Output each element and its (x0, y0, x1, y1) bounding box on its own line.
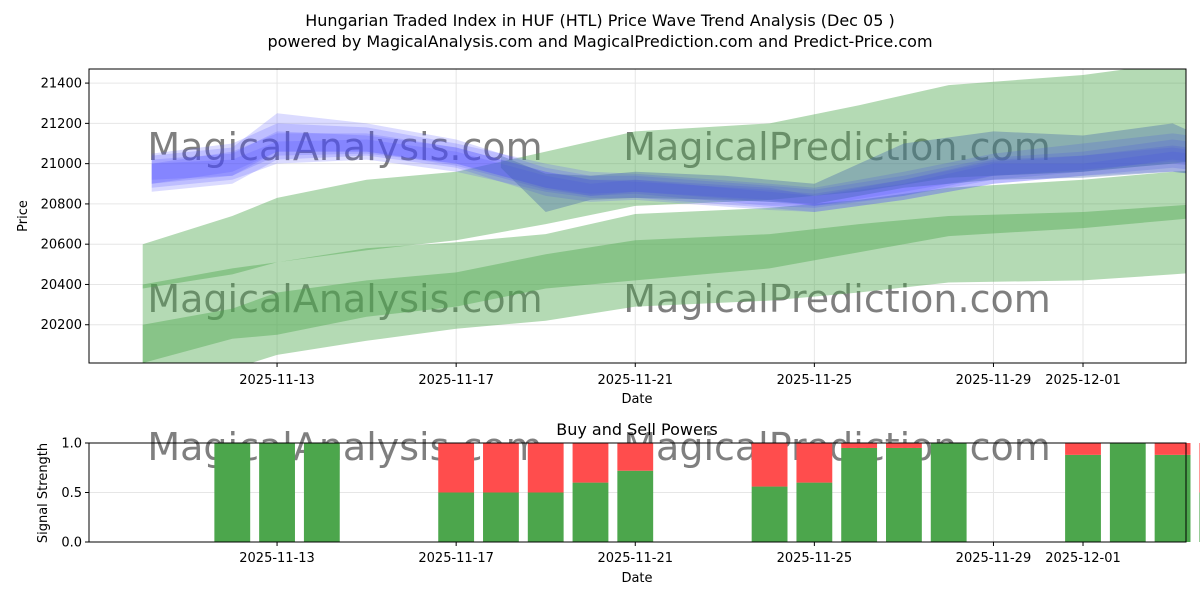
overlap-band (500, 123, 1186, 212)
price-grid (89, 69, 1186, 363)
buy-bar (572, 482, 609, 542)
x-tick-label: 2025-11-29 (956, 551, 1032, 566)
signal-y-axis: 0.0 0.5 1.0 (61, 437, 89, 551)
sell-bar (1065, 443, 1101, 455)
sell-bar (527, 443, 564, 493)
sell-bar (572, 443, 609, 483)
buy-bar (483, 492, 519, 542)
x-tick-label: 2025-11-25 (777, 551, 853, 566)
y-tick-label: 1.0 (61, 437, 82, 452)
blue-wave-band (151, 133, 1186, 208)
green-band (142, 69, 1186, 289)
price-x-axis-label: Date (621, 392, 652, 407)
signal-x-axis-label: Date (621, 571, 652, 586)
buy-sell-chart: Buy and Sell Powers MagicalAnalysis.com … (36, 420, 1200, 586)
sell-bar (841, 443, 878, 448)
y-tick-label: 0.5 (61, 486, 82, 501)
sell-bar (617, 443, 654, 471)
signal-watermarks: MagicalAnalysis.com MagicalPrediction.co… (147, 425, 1050, 469)
y-tick-label: 21400 (41, 77, 82, 92)
blue-wave-band (151, 139, 1186, 206)
buy-bar (930, 443, 967, 542)
buy-bar (796, 482, 833, 542)
buy-bar (527, 492, 564, 542)
buy-bar (259, 443, 295, 542)
chart-title-line2: powered by MagicalAnalysis.com and Magic… (267, 32, 932, 51)
buy-bar (303, 443, 340, 542)
blue-wave-band (151, 123, 1186, 212)
blue-wave-band (151, 113, 1186, 212)
watermark-text: MagicalAnalysis.com (147, 277, 542, 321)
watermark-text: MagicalPrediction.com (623, 277, 1051, 321)
price-y-axis-label: Price (16, 200, 31, 232)
signal-bars (214, 443, 1200, 542)
y-tick-label: 20600 (41, 238, 82, 253)
x-tick-label: 2025-12-01 (1045, 373, 1121, 388)
x-tick-label: 2025-11-17 (418, 551, 494, 566)
buy-bar (1154, 454, 1191, 542)
y-tick-label: 21200 (41, 117, 82, 132)
watermark-text: MagicalPrediction.com (623, 125, 1051, 169)
watermark-text: MagicalAnalysis.com (147, 125, 542, 169)
buy-bar (1109, 443, 1146, 542)
y-tick-label: 20200 (41, 318, 82, 333)
buy-bar (214, 443, 251, 542)
blue-wave-band (151, 131, 1186, 206)
y-tick-label: 0.0 (61, 536, 82, 551)
buy-bar (1065, 454, 1101, 542)
price-wave-chart: MagicalAnalysis.com MagicalPrediction.co… (16, 68, 1187, 407)
y-tick-label: 21000 (41, 157, 82, 172)
sell-bar (886, 443, 922, 448)
price-watermarks: MagicalAnalysis.com MagicalPrediction.co… (147, 125, 1050, 321)
x-tick-label: 2025-12-01 (1045, 551, 1121, 566)
price-y-axis: 20200 20400 20600 20800 21000 21200 21400 (41, 77, 89, 333)
buy-bar (617, 470, 654, 542)
buy-bar (886, 447, 922, 542)
x-tick-label: 2025-11-25 (777, 373, 853, 388)
watermark-text: MagicalPrediction.com (623, 425, 1051, 469)
watermark-text: MagicalAnalysis.com (147, 425, 542, 469)
buy-sell-title: Buy and Sell Powers (556, 420, 718, 439)
chart-title-line1: Hungarian Traded Index in HUF (HTL) Pric… (305, 11, 894, 30)
green-band (142, 204, 1186, 363)
sell-bar (1154, 443, 1191, 455)
price-plot-frame (88, 68, 1187, 364)
signal-y-axis-label: Signal Strength (36, 443, 51, 543)
green-band (142, 170, 1186, 363)
price-x-axis: 2025-11-13 2025-11-17 2025-11-21 2025-11-25… (239, 363, 1121, 388)
x-tick-label: 2025-11-29 (956, 373, 1032, 388)
x-tick-label: 2025-11-13 (239, 373, 315, 388)
sell-bar (438, 443, 475, 493)
x-tick-label: 2025-11-21 (597, 551, 673, 566)
sell-bar (796, 443, 833, 483)
buy-bar (438, 492, 475, 542)
buy-bar (751, 486, 788, 542)
buy-bar (841, 447, 878, 542)
sell-bar (483, 443, 519, 493)
signal-x-axis: 2025-11-13 2025-11-17 2025-11-21 2025-11-25… (239, 542, 1121, 566)
x-tick-label: 2025-11-17 (418, 373, 494, 388)
y-tick-label: 20400 (41, 278, 82, 293)
x-tick-label: 2025-11-21 (597, 373, 673, 388)
sell-bar (751, 443, 788, 487)
x-tick-label: 2025-11-13 (239, 551, 315, 566)
y-tick-label: 20800 (41, 197, 82, 212)
